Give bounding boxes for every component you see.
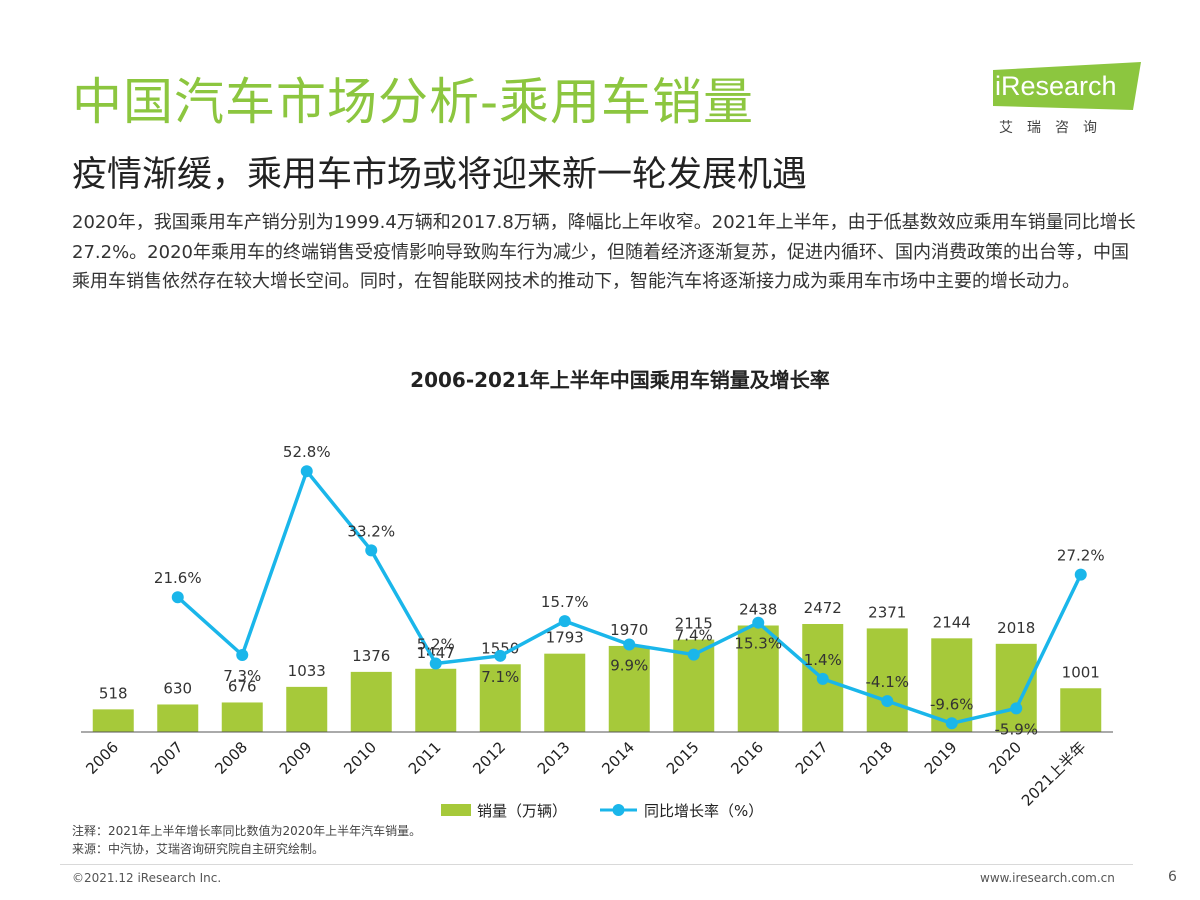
x-tick-2013: 2013 xyxy=(534,738,574,778)
bar-label-2021上半年: 1001 xyxy=(1062,663,1100,681)
bar-label-2012: 1550 xyxy=(481,639,519,657)
notes: 注释：2021年上半年增长率同比数值为2020年上半年汽车销量。 来源：中汽协，… xyxy=(72,822,421,858)
growth-label-2015: 7.4% xyxy=(675,627,713,645)
bar-label-2007: 630 xyxy=(163,679,192,697)
growth-point-2020 xyxy=(1010,702,1023,715)
x-tick-2021上半年: 2021上半年 xyxy=(1018,738,1090,810)
logo-background-shape xyxy=(993,62,1141,110)
x-tick-2019: 2019 xyxy=(921,738,961,778)
growth-label-2008: 7.3% xyxy=(223,667,261,685)
growth-label-2019: -9.6% xyxy=(930,695,974,713)
logo-text: iResearch xyxy=(995,71,1117,101)
x-tick-2011: 2011 xyxy=(405,738,445,778)
logo-subtext: 艾瑞咨询 xyxy=(999,120,1111,136)
bar-2010 xyxy=(350,671,392,732)
bar-label-2018: 2371 xyxy=(868,603,906,621)
growth-point-2019 xyxy=(945,717,958,730)
x-tick-2016: 2016 xyxy=(727,738,767,778)
growth-point-2021上半年 xyxy=(1074,568,1087,581)
bar-label-2013: 1793 xyxy=(546,629,584,647)
x-tick-2008: 2008 xyxy=(211,738,251,778)
description-paragraph: 2020年，我国乘用车产销分别为1999.4万辆和2017.8万辆，降幅比上年收… xyxy=(72,212,1136,292)
x-tick-2020: 2020 xyxy=(985,738,1025,778)
growth-point-2011 xyxy=(429,657,442,670)
bar-2019 xyxy=(931,638,973,732)
footer-divider xyxy=(60,864,1133,865)
bar-label-2006: 518 xyxy=(99,684,128,702)
x-tick-2006: 2006 xyxy=(82,738,122,778)
bar-2006 xyxy=(92,709,134,732)
page-number: 6 xyxy=(1168,869,1177,885)
bar-label-2009: 1033 xyxy=(288,662,326,680)
bar-2014 xyxy=(608,645,650,732)
bar-2011 xyxy=(415,668,457,732)
x-tick-2015: 2015 xyxy=(663,738,703,778)
growth-label-2012: 7.1% xyxy=(481,668,519,686)
growth-point-2014 xyxy=(623,638,636,651)
growth-point-2016 xyxy=(752,616,765,629)
growth-label-2011: 5.2% xyxy=(417,635,455,653)
bar-label-2016: 2438 xyxy=(739,600,777,618)
growth-label-2010: 33.2% xyxy=(347,522,395,540)
bar-label-2017: 2472 xyxy=(804,599,842,617)
growth-point-2009 xyxy=(300,465,313,478)
growth-point-2012 xyxy=(494,649,507,662)
bar-2008 xyxy=(221,702,263,732)
legend-bar-label: 销量（万辆） xyxy=(477,802,567,820)
note-text: 注释：2021年上半年增长率同比数值为2020年上半年汽车销量。 xyxy=(72,824,422,838)
x-tick-2010: 2010 xyxy=(340,738,380,778)
growth-label-2018: -4.1% xyxy=(865,673,909,691)
legend-line-marker xyxy=(612,804,625,816)
bar-2020 xyxy=(995,643,1037,732)
legend-bar-swatch xyxy=(441,804,471,816)
bar-2012 xyxy=(479,664,521,732)
bar-label-2014: 1970 xyxy=(610,621,648,639)
x-tick-2009: 2009 xyxy=(276,738,316,778)
bar-label-2020: 2018 xyxy=(997,619,1035,637)
bar-label-2015: 2115 xyxy=(675,615,713,633)
x-tick-2018: 2018 xyxy=(856,738,896,778)
bar-2018 xyxy=(866,628,908,732)
bar-label-2019: 2144 xyxy=(933,613,971,631)
x-tick-2014: 2014 xyxy=(598,738,638,778)
growth-label-2007: 21.6% xyxy=(154,569,202,587)
footer-website[interactable]: www.iresearch.com.cn xyxy=(980,871,1115,885)
page-title: 中国汽车市场分析-乘用车销量 xyxy=(72,73,755,131)
growth-point-2007 xyxy=(171,591,184,604)
bar-2021上半年 xyxy=(1060,688,1102,732)
legend-line-label: 同比增长率（%） xyxy=(644,802,763,820)
bar-label-2010: 1376 xyxy=(352,647,390,665)
growth-label-2016: 15.3% xyxy=(734,635,782,653)
growth-label-2013: 15.7% xyxy=(541,593,589,611)
growth-label-2020: -5.9% xyxy=(994,720,1038,738)
chart-title: 2006-2021年上半年中国乘用车销量及增长率 xyxy=(410,368,830,392)
bar-2009 xyxy=(286,686,328,732)
growth-point-2013 xyxy=(558,615,571,628)
growth-label-2009: 52.8% xyxy=(283,443,331,461)
growth-label-2021上半年: 27.2% xyxy=(1057,547,1105,565)
growth-point-2017 xyxy=(816,672,829,685)
growth-point-2018 xyxy=(881,695,894,708)
growth-label-2014: 9.9% xyxy=(610,657,648,675)
bar-label-2008: 676 xyxy=(228,677,257,695)
bar-2013 xyxy=(544,653,586,732)
growth-label-2017: 1.4% xyxy=(804,651,842,669)
x-tick-2017: 2017 xyxy=(792,738,832,778)
footer-copyright: ©2021.12 iResearch Inc. xyxy=(72,871,222,885)
x-tick-2007: 2007 xyxy=(147,738,187,778)
bar-2016 xyxy=(737,625,779,732)
growth-point-2008 xyxy=(236,649,249,662)
source-text: 来源：中汽协，艾瑞咨询研究院自主研究绘制。 xyxy=(72,842,325,856)
bar-2007 xyxy=(157,704,199,732)
iresearch-logo: iResearch 艾瑞咨询 xyxy=(985,62,1145,142)
page-subtitle: 疫情渐缓，乘用车市场或将迎来新一轮发展机遇 xyxy=(72,155,808,195)
growth-point-2015 xyxy=(687,648,700,661)
x-tick-2012: 2012 xyxy=(469,738,509,778)
growth-point-2010 xyxy=(365,544,378,557)
